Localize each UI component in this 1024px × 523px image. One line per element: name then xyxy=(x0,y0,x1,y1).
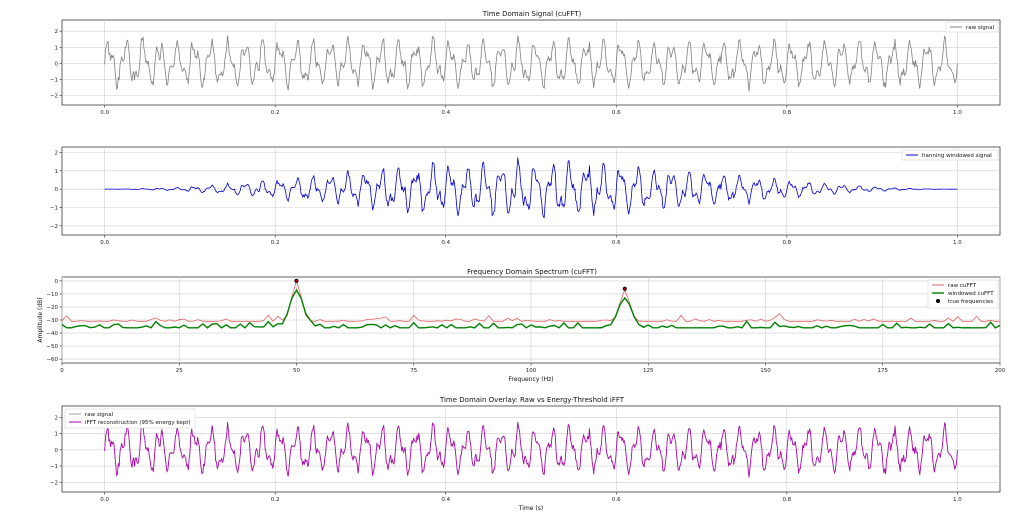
tick-label-x: 0.0 xyxy=(100,497,109,503)
panel4-frame xyxy=(61,405,1001,493)
series-line-raw-cufft xyxy=(61,279,1000,322)
tick-label-y: 0 xyxy=(55,448,59,454)
tick-label-x: 175 xyxy=(878,368,889,374)
tick-label-x: 0.0 xyxy=(100,110,109,116)
series-line-ifft-reconstruction xyxy=(104,422,958,478)
tick-label-x: 0.4 xyxy=(441,110,450,116)
panel4-xlabel: Time (s) xyxy=(518,505,543,512)
tick-label-y: −2 xyxy=(50,224,58,230)
panel-overlay: Time Domain Overlay: Raw vs Energy-Thres… xyxy=(50,396,1001,512)
panel1-legend: raw signal xyxy=(945,21,999,33)
tick-label-y: 0 xyxy=(55,61,59,67)
tick-label-y: 2 xyxy=(55,29,59,35)
legend-label-raw-cufft: raw cuFFT xyxy=(948,283,977,289)
tick-label-x: 0 xyxy=(60,368,64,374)
tick-label-x: 25 xyxy=(176,368,183,374)
panel-time-domain: Time Domain Signal (cuFFT) 0.0 0.2 0.4 0.6 0… xyxy=(50,10,1001,116)
panel2-legend: hanning windowed signal xyxy=(901,149,999,161)
tick-label-y: −1 xyxy=(50,77,58,83)
tick-label-x: 0.2 xyxy=(271,240,280,246)
tick-label-x: 1.0 xyxy=(953,110,962,116)
tick-label-y: −2 xyxy=(50,480,58,486)
tick-label-x: 0.4 xyxy=(441,240,450,246)
tick-label-x: 0.6 xyxy=(612,110,621,116)
legend-label-raw-signal: raw signal xyxy=(966,25,995,31)
tick-label-y: 0 xyxy=(55,187,59,193)
series-line-hanning-windowed xyxy=(104,157,958,219)
legend-label-windowed-cufft: windowed cuFFT xyxy=(948,291,994,297)
tick-label-y: −2 xyxy=(50,93,58,99)
tick-label-x: 0.4 xyxy=(441,497,450,503)
legend-label-raw-signal-overlay: raw signal xyxy=(85,412,114,418)
panel4-legend: raw signal iFFT reconstruction (95% ener… xyxy=(64,408,196,429)
tick-label-y: −30 xyxy=(46,318,58,324)
tick-label-x: 0.2 xyxy=(271,497,280,503)
panel3-title: Frequency Domain Spectrum (cuFFT) xyxy=(467,268,597,276)
legend-label-ifft: iFFT reconstruction (95% energy kept) xyxy=(85,420,191,426)
tick-label-y: −60 xyxy=(46,357,58,363)
tick-label-x: 0.6 xyxy=(612,497,621,503)
panel3-ylabel: Amplitude (dB) xyxy=(37,297,44,342)
tick-label-y: −1 xyxy=(50,464,58,470)
tick-label-x: 200 xyxy=(995,368,1006,374)
tick-label-x: 0.8 xyxy=(782,110,791,116)
tick-label-x: 75 xyxy=(410,368,417,374)
panel2-frame xyxy=(61,146,1001,236)
panel1-frame xyxy=(61,19,1001,106)
tick-label-y: −10 xyxy=(46,292,58,298)
tick-label-x: 50 xyxy=(293,368,300,374)
tick-label-y: 1 xyxy=(55,45,59,51)
tick-label-x: 0.8 xyxy=(782,497,791,503)
series-line-windowed-cufft xyxy=(61,288,1001,329)
tick-label-x: 1.0 xyxy=(953,240,962,246)
tick-label-x: 0.8 xyxy=(782,240,791,246)
tick-label-y: 2 xyxy=(55,151,59,157)
tick-label-x: 0.6 xyxy=(612,240,621,246)
legend-label-true-frequencies: true frequencies xyxy=(948,299,993,305)
tick-label-x: 100 xyxy=(526,368,537,374)
tick-label-y: −40 xyxy=(46,331,58,337)
tick-label-x: 1.0 xyxy=(953,497,962,503)
legend-swatch-true-frequencies xyxy=(936,299,940,303)
tick-label-y: 1 xyxy=(55,169,59,175)
panel1-title: Time Domain Signal (cuFFT) xyxy=(482,10,582,18)
series-line-raw-signal xyxy=(104,35,958,92)
legend-label-hanning: hanning windowed signal xyxy=(922,153,992,159)
panel3-legend: raw cuFFT windowed cuFFT true frequencie… xyxy=(927,279,999,309)
tick-label-y: 1 xyxy=(55,432,59,438)
tick-label-x: 0.0 xyxy=(100,240,109,246)
panel-spectrum: Frequency Domain Spectrum (cuFFT) 0 25 50 7… xyxy=(37,268,1006,383)
panel-windowed: 0.0 0.2 0.4 0.6 0.8 1.0 −2 −1 0 1 2 hanning window… xyxy=(50,146,1001,246)
panel3-xlabel: Frequency (Hz) xyxy=(508,376,553,383)
true-frequency-marker-center xyxy=(295,279,298,282)
tick-label-x: 0.2 xyxy=(271,110,280,116)
tick-label-x: 125 xyxy=(643,368,654,374)
tick-label-y: −50 xyxy=(46,344,58,350)
tick-label-y: −20 xyxy=(46,305,58,311)
tick-label-y: 2 xyxy=(55,415,59,421)
true-frequency-marker-center xyxy=(623,287,626,290)
tick-label-x: 150 xyxy=(760,368,771,374)
tick-label-y: 0 xyxy=(55,279,59,285)
tick-label-y: −1 xyxy=(50,206,58,212)
panel4-title: Time Domain Overlay: Raw vs Energy-Thres… xyxy=(439,396,625,404)
